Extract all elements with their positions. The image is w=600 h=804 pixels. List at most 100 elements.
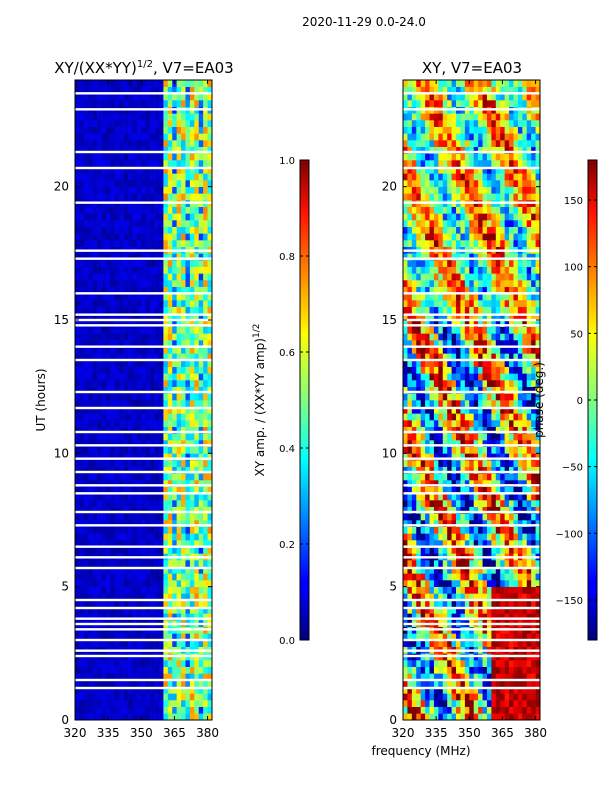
heatmap-cell [137,380,142,387]
heatmap-cell [447,573,452,580]
heatmap-cell [97,433,102,440]
heatmap-cell [491,473,496,480]
heatmap-cell [190,267,195,274]
heatmap-cell [110,280,115,287]
heatmap-cell [128,193,133,200]
heatmap-cell [119,660,124,667]
heatmap-cell [509,380,514,387]
heatmap-cell [159,533,164,540]
heatmap-cell [425,527,430,534]
heatmap-cell [203,660,208,667]
heatmap-cell [102,220,107,227]
heatmap-cell [518,433,523,440]
heatmap-cell [496,587,501,594]
heatmap-cell [447,420,452,427]
heatmap-cell [491,700,496,707]
heatmap-cell [509,400,514,407]
heatmap-cell [430,473,435,480]
heatmap-cell [75,420,80,427]
heatmap-cell [93,140,98,147]
heatmap-cell [124,127,129,134]
heatmap-cell [456,693,461,700]
heatmap-cell [137,667,142,674]
heatmap-cell [102,587,107,594]
heatmap-cell [430,380,435,387]
heatmap-cell [190,413,195,420]
heatmap-cell [460,527,465,534]
heatmap-cell [172,133,177,140]
heatmap-cell [181,187,186,194]
heatmap-cell [110,500,115,507]
heatmap-cell [93,513,98,520]
heatmap-cell [115,267,120,274]
heatmap-cell [119,100,124,107]
heatmap-cell [527,413,532,420]
heatmap-cell [102,380,107,387]
flagged-row [75,567,212,569]
heatmap-cell [84,207,89,214]
heatmap-cell [119,140,124,147]
heatmap-cell [203,667,208,674]
heatmap-cell [106,473,111,480]
heatmap-cell [119,127,124,134]
heatmap-cell [194,393,199,400]
heatmap-cell [75,333,80,340]
heatmap-cell [177,100,182,107]
heatmap-cell [500,367,505,374]
heatmap-cell [141,513,146,520]
heatmap-cell [465,473,470,480]
heatmap-cell [203,413,208,420]
heatmap-cell [137,660,142,667]
heatmap-cell [527,380,532,387]
heatmap-cell [168,527,173,534]
heatmap-cell [124,447,129,454]
heatmap-cell [141,80,146,87]
heatmap-cell [177,447,182,454]
heatmap-cell [163,513,168,520]
heatmap-cell [146,267,151,274]
heatmap-cell [487,560,492,567]
heatmap-cell [97,587,102,594]
heatmap-cell [163,260,168,267]
heatmap-cell [203,213,208,220]
heatmap-cell [199,693,204,700]
heatmap-cell [115,213,120,220]
heatmap-cell [132,140,137,147]
heatmap-cell [88,393,93,400]
heatmap-cell [430,447,435,454]
heatmap-cell [447,327,452,334]
heatmap-cell [425,587,430,594]
heatmap-cell [185,300,190,307]
heatmap-cell [199,207,204,214]
heatmap-cell [155,327,160,334]
heatmap-cell [509,527,514,534]
heatmap-cell [438,500,443,507]
heatmap-cell [124,193,129,200]
heatmap-cell [447,307,452,314]
heatmap-cell [465,393,470,400]
heatmap-cell [84,140,89,147]
heatmap-cell [469,713,474,720]
heatmap-cell [403,413,408,420]
heatmap-cell [155,533,160,540]
heatmap-cell [474,713,479,720]
heatmap-cell [421,393,426,400]
heatmap-cell [93,207,98,214]
heatmap-cell [505,713,510,720]
flagged-row [75,639,212,641]
heatmap-cell [75,580,80,587]
heatmap-cell [443,513,448,520]
heatmap-cell [132,280,137,287]
heatmap-cell [93,713,98,720]
heatmap-cell [155,207,160,214]
heatmap-cell [106,260,111,267]
heatmap-cell [456,300,461,307]
heatmap-cell [88,527,93,534]
heatmap-cell [185,573,190,580]
heatmap-cell [110,580,115,587]
heatmap-cell [155,227,160,234]
heatmap-cell [181,227,186,234]
heatmap-cell [155,527,160,534]
heatmap-cell [513,700,518,707]
heatmap-cell [128,207,133,214]
